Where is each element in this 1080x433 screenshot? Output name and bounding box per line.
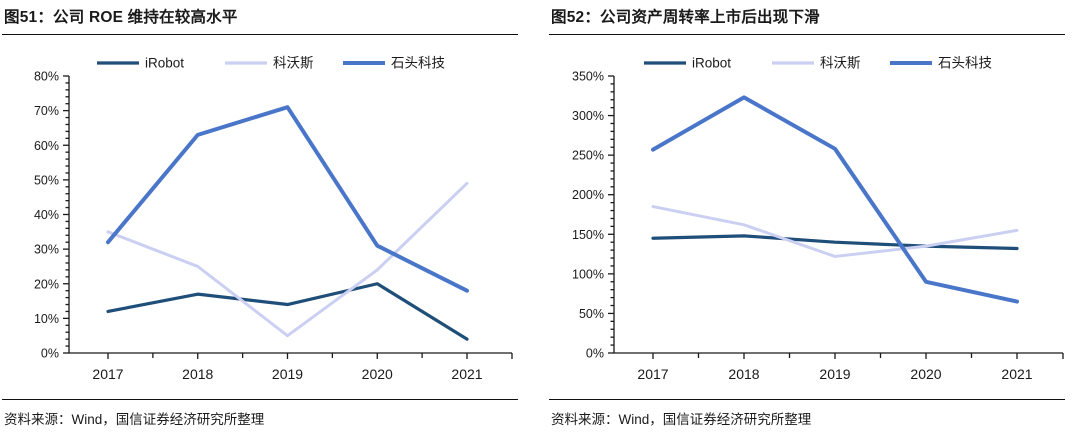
series-line-科沃斯 <box>106 181 469 338</box>
y-tick-label: 50% <box>34 173 59 187</box>
figure-52-title: 图52：公司资产周转率上市后出现下滑 <box>551 9 820 26</box>
x-tick-label: 2019 <box>819 366 850 382</box>
y-tick-label: 0% <box>586 347 604 361</box>
legend-label: 科沃斯 <box>273 56 314 71</box>
y-tick-label: 30% <box>34 243 59 257</box>
legend-item-石头科技: 石头科技 <box>890 56 992 71</box>
y-tick-label: 150% <box>572 228 604 242</box>
axes <box>63 75 513 359</box>
x-tick-label: 2017 <box>92 366 123 382</box>
x-tick-label: 2017 <box>637 366 668 382</box>
legend-label: 石头科技 <box>938 56 992 71</box>
legend-item-iRobot: iRobot <box>644 56 731 71</box>
legend-item-科沃斯: 科沃斯 <box>772 56 861 71</box>
x-tick-label: 2019 <box>272 366 303 382</box>
y-tick-label: 10% <box>34 312 59 326</box>
figure-52-line-chart: 0% 50% 100% 150% 200% 250% 300% 350% 2017 2018 201… <box>572 56 1064 383</box>
y-tick-label: 20% <box>34 277 59 291</box>
x-tick-label: 2018 <box>182 366 213 382</box>
y-tick-label: 60% <box>34 139 59 153</box>
legend-item-科沃斯: 科沃斯 <box>225 56 314 71</box>
series-line-石头科技 <box>651 95 1019 304</box>
axis-tick-labels: 0% 10% 20% 30% 40% 50% 60% 70% 80% 2017 2018 2019 20… <box>34 70 483 383</box>
series-line-iRobot <box>106 282 469 341</box>
series-line-iRobot <box>651 234 1019 251</box>
legend-label: iRobot <box>145 56 184 71</box>
figure-52-source-text: 资料来源：Wind，国信证券经济研究所整理 <box>551 412 812 427</box>
y-tick-label: 80% <box>34 70 59 84</box>
x-tick-label: 2021 <box>1001 366 1032 382</box>
x-tick-label: 2018 <box>728 366 759 382</box>
series-line-石头科技 <box>106 105 469 293</box>
y-tick-label: 350% <box>572 70 604 84</box>
x-tick-label: 2020 <box>362 366 393 382</box>
figure-51-title: 图51：公司 ROE 维持在较高水平 <box>4 9 238 26</box>
y-tick-label: 300% <box>572 109 604 123</box>
y-tick-label: 250% <box>572 149 604 163</box>
figure-51-line-chart: 0% 10% 20% 30% 40% 50% 60% 70% 80% 2017 2018 2019 20… <box>34 56 513 383</box>
legend-label: iRobot <box>692 56 731 71</box>
legend-label: 科沃斯 <box>820 56 861 71</box>
axis-tick-labels: 0% 50% 100% 150% 200% 250% 300% 350% 2017 2018 201… <box>572 70 1033 383</box>
y-tick-label: 0% <box>41 347 59 361</box>
x-tick-label: 2021 <box>451 366 482 382</box>
chart-legend: iRobot 科沃斯 石头科技 <box>644 56 992 71</box>
chart-legend: iRobot 科沃斯 石头科技 <box>97 56 445 71</box>
y-tick-label: 200% <box>572 188 604 202</box>
legend-label: 石头科技 <box>391 56 445 71</box>
y-tick-label: 50% <box>579 307 604 321</box>
axes <box>608 75 1064 359</box>
figure-51-title-rule <box>2 34 518 35</box>
x-tick-label: 2020 <box>910 366 941 382</box>
figure-52-source-rule <box>549 399 1065 400</box>
figure-52-title-rule <box>549 34 1065 35</box>
figure-51-panel: 图51：公司 ROE 维持在较高水平 0% 10% 20% 30% 40% 50% 60% 7… <box>2 5 518 428</box>
legend-item-iRobot: iRobot <box>97 56 184 71</box>
figure-51-source-text: 资料来源：Wind，国信证券经济研究所整理 <box>4 412 265 427</box>
legend-item-石头科技: 石头科技 <box>343 56 445 71</box>
y-tick-label: 40% <box>34 208 59 222</box>
figure-52-panel: 图52：公司资产周转率上市后出现下滑 0% 50% 100% 150% 200% 250%… <box>549 5 1065 428</box>
series-line-科沃斯 <box>651 205 1019 258</box>
figure-51-source-rule <box>2 399 518 400</box>
y-tick-label: 100% <box>572 267 604 281</box>
y-tick-label: 70% <box>34 104 59 118</box>
